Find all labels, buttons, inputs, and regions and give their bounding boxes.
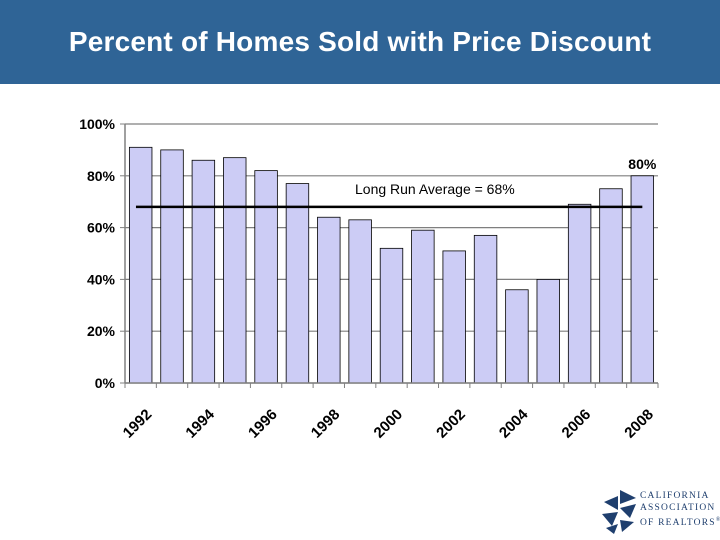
data-label: 80% [628, 156, 657, 172]
x-tick-label: 2008 [621, 406, 657, 442]
bar [191, 159, 216, 384]
bar [599, 188, 623, 384]
y-tick-label: 100% [79, 116, 115, 132]
bar-chart: 0% 20% 40% 60% 80% 100% 1992 1994 1996 1998 2000 20… [79, 116, 659, 442]
y-tick-label: 40% [87, 271, 116, 287]
x-tick-label: 2000 [371, 406, 407, 442]
bar [505, 289, 529, 384]
x-tick-label: 1994 [182, 406, 218, 442]
bar [536, 278, 560, 384]
y-tick-label: 60% [87, 220, 116, 236]
bar [473, 234, 498, 384]
title-bar: Percent of Homes Sold with Price Discoun… [0, 0, 720, 84]
average-label: Long Run Average = 68% [355, 181, 515, 197]
x-tick-label: 2006 [559, 406, 595, 442]
bar [317, 216, 341, 384]
logo-emblem-icon [602, 490, 636, 534]
logo-text: CALIFORNIA ASSOCIATION OF REALTORS® [640, 490, 720, 529]
bar [567, 203, 592, 384]
bar [285, 183, 310, 384]
x-tick-label: 1996 [245, 406, 281, 442]
y-tick-label: 20% [87, 323, 116, 339]
logo-line-1: CALIFORNIA [640, 491, 710, 501]
bar [348, 219, 372, 384]
bar [223, 157, 247, 384]
x-tick-label: 1992 [120, 406, 156, 442]
bar [379, 247, 404, 384]
logo-line-3-text: OF REALTORS [640, 518, 716, 529]
bar [442, 250, 466, 384]
x-tick-label: 2002 [433, 406, 469, 442]
y-tick-label: 80% [87, 168, 116, 184]
logo-registered-mark: ® [715, 517, 720, 523]
logo-line-3: OF REALTORS® [640, 514, 720, 529]
x-tick-label: 2004 [496, 406, 532, 442]
bar [411, 229, 435, 384]
y-tick-label: 0% [95, 375, 116, 391]
car-logo: CALIFORNIA ASSOCIATION OF REALTORS® [600, 488, 720, 534]
bar [254, 170, 278, 384]
x-tick-label: 1998 [308, 406, 344, 442]
bar [160, 149, 184, 384]
logo-line-2: ASSOCIATION [640, 503, 716, 513]
page-title: Percent of Homes Sold with Price Discoun… [68, 26, 652, 57]
bar [128, 146, 153, 384]
